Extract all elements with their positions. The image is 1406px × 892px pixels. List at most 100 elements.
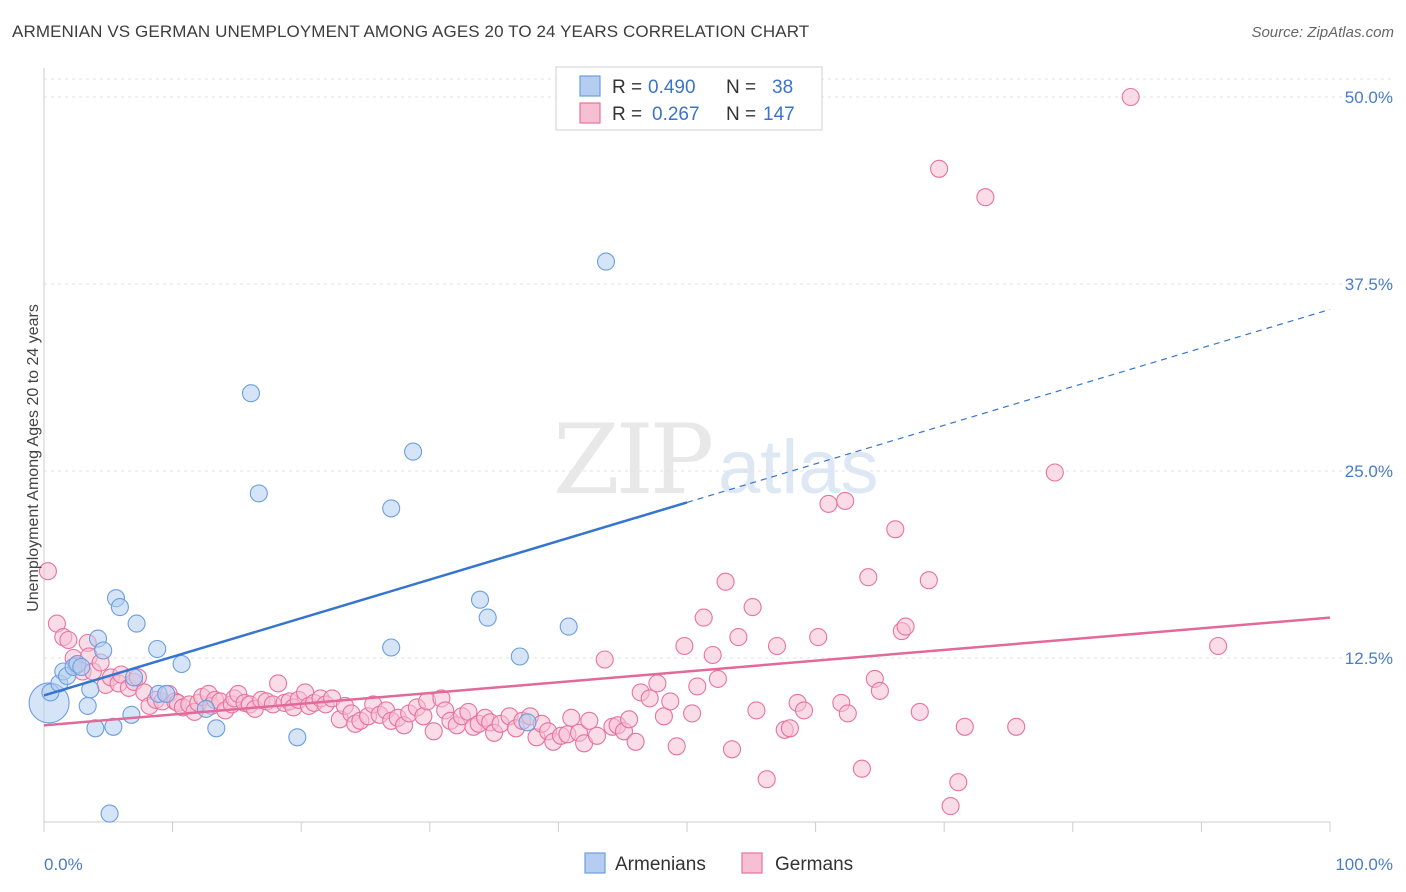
germans-point-125 <box>780 719 799 738</box>
legend-swatch-germans <box>579 102 601 124</box>
armenians-point-31 <box>470 590 490 609</box>
y-tick-label-2: 37.5% <box>1345 275 1393 294</box>
armenians-point-25 <box>241 384 261 403</box>
watermark-atlas: atlas <box>718 425 879 510</box>
armenians-point-23 <box>196 699 216 718</box>
germans-point-0 <box>38 562 57 581</box>
germans-point-134 <box>859 568 878 587</box>
x-tick-label-1: 100.0% <box>1335 855 1393 874</box>
y-tick-label-0: 12.5% <box>1345 649 1393 668</box>
legend-n-germans: 147 <box>763 104 795 125</box>
germans-point-140 <box>910 702 929 721</box>
legend-r-label-germans: R = <box>612 104 642 125</box>
legend-r-germans: 0.267 <box>652 104 700 125</box>
legend-n-label-germans: N = <box>726 104 756 125</box>
trend-line-armenians-extension <box>686 308 1331 503</box>
armenians-point-20 <box>148 639 167 659</box>
germans-point-44 <box>269 674 288 693</box>
germans-point-94 <box>562 708 581 727</box>
germans-point-99 <box>595 650 614 669</box>
trend-line-armenians <box>43 501 688 697</box>
armenians-point-37 <box>100 804 119 823</box>
armenians-point-15 <box>110 598 129 617</box>
germans-point-69 <box>414 707 433 726</box>
germans-point-132 <box>838 704 857 723</box>
armenians-point-30 <box>404 442 423 461</box>
germans-point-142 <box>930 159 949 178</box>
armenians-point-28 <box>382 499 401 518</box>
x-tick-label-0: 0.0% <box>44 855 83 874</box>
armenians-point-29 <box>382 638 401 657</box>
armenians-point-33 <box>510 647 529 666</box>
germans-point-108 <box>654 707 673 726</box>
germans-point-136 <box>870 681 889 700</box>
germans-point-114 <box>694 608 713 627</box>
bottom-legend-germans: Germans <box>775 854 853 875</box>
germans-point-98 <box>587 726 607 745</box>
correlation-legend: R = 0.490 N = 38 R = 0.267 N = 147 <box>555 66 823 131</box>
germans-point-141 <box>919 571 938 590</box>
armenians-point-36 <box>596 252 616 271</box>
legend-n-label-armenians: N = <box>726 77 756 98</box>
germans-point-116 <box>708 669 727 688</box>
armenians-points <box>28 252 616 823</box>
germans-point-139 <box>896 617 915 636</box>
germans-point-112 <box>683 704 702 723</box>
watermark: ZIP atlas <box>553 404 879 516</box>
legend-r-armenians: 0.490 <box>648 77 696 98</box>
germans-point-144 <box>949 773 968 792</box>
armenians-point-17 <box>127 614 146 633</box>
germans-point-130 <box>836 491 855 510</box>
germans-point-150 <box>1209 636 1228 656</box>
armenians-point-34 <box>518 713 537 732</box>
armenians-point-22 <box>172 654 191 674</box>
germans-point-97 <box>580 711 599 730</box>
x-tick-labels: 0.0% 100.0% <box>44 855 1393 874</box>
armenians-point-7 <box>72 657 91 677</box>
germans-point-121 <box>747 701 766 720</box>
x-ticks <box>43 822 1331 832</box>
germans-point-127 <box>794 701 814 720</box>
chart-title: ARMENIAN VS GERMAN UNEMPLOYMENT AMONG AG… <box>12 22 810 41</box>
germans-point-106 <box>640 689 659 708</box>
germans-point-123 <box>767 636 787 656</box>
germans-point-117 <box>716 572 735 591</box>
bottom-legend-swatch-germans <box>741 852 763 874</box>
germans-point-122 <box>757 770 776 789</box>
armenians-point-8 <box>78 696 97 715</box>
germans-point-104 <box>626 732 645 751</box>
y-tick-label-3: 50.0% <box>1345 88 1393 107</box>
armenians-point-24 <box>207 719 226 738</box>
legend-swatch-armenians <box>579 75 601 97</box>
germans-point-128 <box>809 628 828 647</box>
germans-point-133 <box>852 759 871 778</box>
source-label: Source: ZipAtlas.com <box>1251 24 1394 41</box>
germans-point-149 <box>1121 87 1140 107</box>
germans-point-107 <box>648 674 667 693</box>
germans-point-3 <box>59 630 78 650</box>
germans-point-71 <box>424 722 443 741</box>
germans-point-137 <box>886 520 905 539</box>
germans-point-148 <box>1045 463 1064 482</box>
germans-point-103 <box>620 710 639 729</box>
y-tick-labels: 12.5% 25.0% 37.5% 50.0% <box>1345 88 1393 668</box>
germans-point-143 <box>941 797 960 816</box>
germans-point-118 <box>722 740 742 759</box>
armenians-point-16 <box>122 705 141 724</box>
y-axis-label: Unemployment Among Ages 20 to 24 years <box>25 304 42 612</box>
trend-lines <box>43 308 1331 727</box>
watermark-zip: ZIP <box>553 404 712 516</box>
legend-n-armenians: 38 <box>772 77 793 98</box>
armenians-point-27 <box>288 728 307 747</box>
germans-point-146 <box>976 188 995 207</box>
y-tick-label-1: 25.0% <box>1345 462 1393 481</box>
germans-point-111 <box>675 636 694 656</box>
germans-point-120 <box>743 598 762 617</box>
germans-point-119 <box>729 628 748 647</box>
armenians-point-32 <box>478 608 497 627</box>
germans-point-115 <box>703 645 722 665</box>
trend-line-germans <box>43 616 1331 727</box>
germans-point-113 <box>688 677 707 696</box>
germans-point-147 <box>1007 717 1026 736</box>
